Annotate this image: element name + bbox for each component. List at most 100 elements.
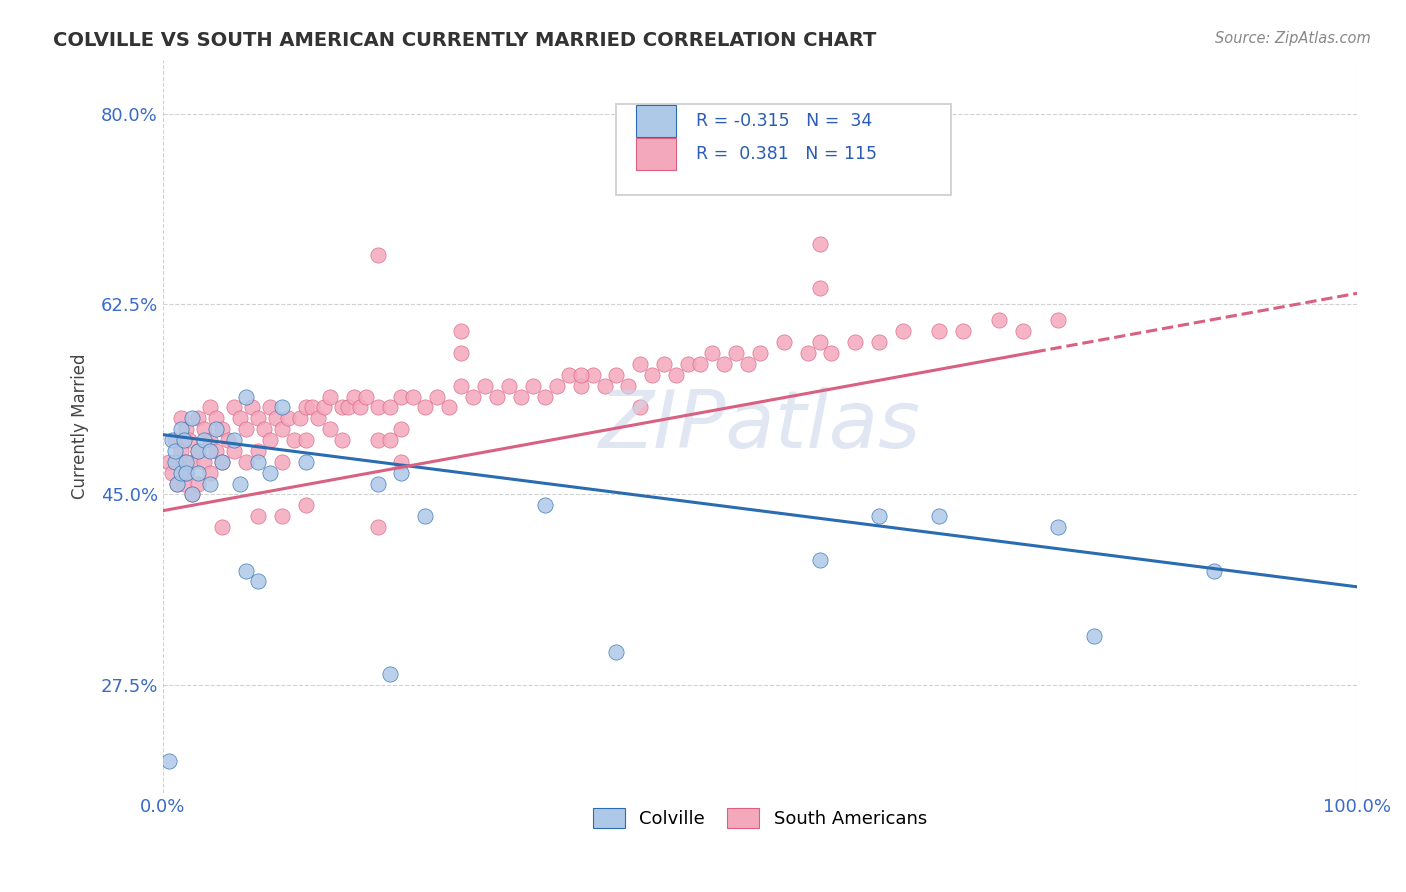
South Americans bbox=[772, 335, 794, 350]
Colville bbox=[163, 455, 186, 469]
South Americans bbox=[569, 368, 592, 382]
South Americans bbox=[581, 368, 603, 382]
South Americans bbox=[474, 378, 496, 392]
South Americans bbox=[426, 390, 449, 404]
South Americans bbox=[187, 444, 209, 458]
South Americans bbox=[301, 401, 323, 415]
South Americans bbox=[247, 444, 270, 458]
South Americans bbox=[450, 324, 472, 338]
Colville bbox=[163, 444, 186, 458]
South Americans bbox=[796, 346, 818, 360]
Colville bbox=[205, 422, 228, 436]
South Americans bbox=[295, 498, 318, 512]
South Americans bbox=[868, 335, 890, 350]
South Americans bbox=[307, 411, 329, 425]
Colville bbox=[224, 433, 246, 447]
Legend: Colville, South Americans: Colville, South Americans bbox=[585, 800, 935, 836]
South Americans bbox=[378, 401, 401, 415]
South Americans bbox=[259, 433, 281, 447]
South Americans bbox=[193, 455, 215, 469]
Colville bbox=[187, 444, 209, 458]
South Americans bbox=[283, 433, 305, 447]
Colville bbox=[808, 552, 831, 566]
South Americans bbox=[617, 378, 640, 392]
FancyBboxPatch shape bbox=[616, 103, 950, 195]
South Americans bbox=[160, 466, 183, 480]
South Americans bbox=[166, 476, 188, 491]
South Americans bbox=[724, 346, 747, 360]
South Americans bbox=[271, 422, 294, 436]
South Americans bbox=[605, 368, 627, 382]
Colville bbox=[181, 411, 204, 425]
Text: COLVILLE VS SOUTH AMERICAN CURRENTLY MARRIED CORRELATION CHART: COLVILLE VS SOUTH AMERICAN CURRENTLY MAR… bbox=[53, 31, 877, 50]
South Americans bbox=[187, 411, 209, 425]
Colville bbox=[1047, 520, 1070, 534]
South Americans bbox=[593, 378, 616, 392]
South Americans bbox=[498, 378, 520, 392]
South Americans bbox=[319, 422, 342, 436]
South Americans bbox=[844, 335, 866, 350]
South Americans bbox=[676, 357, 699, 371]
South Americans bbox=[336, 401, 359, 415]
South Americans bbox=[181, 455, 204, 469]
South Americans bbox=[486, 390, 509, 404]
Colville bbox=[176, 466, 198, 480]
Colville bbox=[1083, 629, 1105, 643]
South Americans bbox=[378, 433, 401, 447]
South Americans bbox=[713, 357, 735, 371]
South Americans bbox=[330, 433, 353, 447]
South Americans bbox=[211, 520, 233, 534]
South Americans bbox=[808, 281, 831, 295]
Colville bbox=[157, 754, 180, 768]
South Americans bbox=[439, 401, 461, 415]
Y-axis label: Currently Married: Currently Married bbox=[72, 354, 89, 500]
Colville bbox=[247, 455, 270, 469]
Colville bbox=[415, 509, 437, 524]
Colville bbox=[391, 466, 413, 480]
South Americans bbox=[748, 346, 770, 360]
South Americans bbox=[224, 401, 246, 415]
South Americans bbox=[169, 411, 191, 425]
South Americans bbox=[173, 455, 195, 469]
South Americans bbox=[312, 401, 335, 415]
Colville bbox=[271, 401, 294, 415]
South Americans bbox=[295, 433, 318, 447]
Colville bbox=[181, 487, 204, 501]
Colville bbox=[259, 466, 281, 480]
Colville bbox=[295, 455, 318, 469]
South Americans bbox=[808, 237, 831, 252]
South Americans bbox=[259, 401, 281, 415]
Colville bbox=[367, 476, 389, 491]
South Americans bbox=[391, 390, 413, 404]
South Americans bbox=[628, 357, 651, 371]
South Americans bbox=[173, 476, 195, 491]
South Americans bbox=[247, 509, 270, 524]
South Americans bbox=[628, 401, 651, 415]
Colville bbox=[229, 476, 252, 491]
Colville bbox=[605, 645, 627, 659]
South Americans bbox=[200, 433, 222, 447]
Colville bbox=[169, 466, 191, 480]
South Americans bbox=[205, 411, 228, 425]
Colville bbox=[211, 455, 233, 469]
South Americans bbox=[354, 390, 377, 404]
South Americans bbox=[367, 248, 389, 262]
South Americans bbox=[569, 378, 592, 392]
South Americans bbox=[288, 411, 311, 425]
Colville bbox=[868, 509, 890, 524]
South Americans bbox=[665, 368, 688, 382]
South Americans bbox=[533, 390, 555, 404]
South Americans bbox=[349, 401, 371, 415]
South Americans bbox=[700, 346, 723, 360]
South Americans bbox=[391, 455, 413, 469]
South Americans bbox=[224, 444, 246, 458]
South Americans bbox=[264, 411, 287, 425]
South Americans bbox=[1047, 313, 1070, 327]
South Americans bbox=[176, 422, 198, 436]
South Americans bbox=[509, 390, 531, 404]
South Americans bbox=[177, 433, 200, 447]
South Americans bbox=[169, 444, 191, 458]
FancyBboxPatch shape bbox=[636, 138, 676, 170]
South Americans bbox=[891, 324, 914, 338]
South Americans bbox=[415, 401, 437, 415]
